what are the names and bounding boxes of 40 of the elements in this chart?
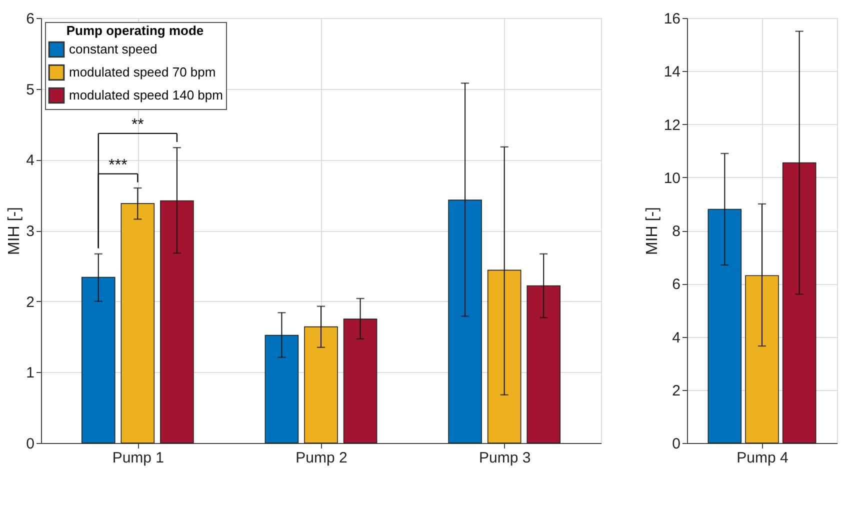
- y-tick-label: 8: [672, 223, 680, 240]
- y-tick-label: 0: [672, 436, 680, 452]
- bar: [782, 162, 816, 444]
- bar: [526, 285, 561, 444]
- legend-label: modulated speed 70 bpm: [69, 64, 216, 80]
- y-tick-label: 12: [664, 116, 680, 134]
- x-tick-label: Pump 3: [478, 450, 531, 466]
- x-tick-label: Pump 1: [112, 450, 164, 466]
- bar: [120, 203, 155, 444]
- y-tick-label: 4: [672, 329, 680, 346]
- y-tick-label: 0: [26, 436, 34, 452]
- bar: [264, 334, 299, 444]
- y-tick-label: 6: [26, 10, 34, 28]
- legend-label: modulated speed 140 bpm: [69, 88, 223, 102]
- y-tick-label: 3: [26, 223, 34, 240]
- legend-title: Pump operating mode: [66, 23, 204, 38]
- bar: [160, 200, 194, 444]
- y-tick-label: 16: [664, 10, 680, 28]
- y-tick-label: 14: [664, 64, 680, 81]
- y-tick-label: 10: [664, 170, 680, 187]
- legend-label: constant speed: [69, 42, 158, 56]
- bar: [448, 200, 482, 444]
- annotation: ***: [108, 156, 128, 174]
- y-tick-label: 2: [26, 294, 34, 311]
- y-tick-label: 2: [672, 382, 680, 400]
- bar: [708, 208, 742, 444]
- y-axis-title: MIH [-]: [644, 207, 661, 255]
- y-tick-label: 1: [26, 364, 34, 382]
- x-tick-label: Pump 4: [736, 450, 788, 466]
- y-axis-title: MIH [-]: [6, 207, 24, 255]
- bar: [487, 270, 522, 444]
- bar: [745, 275, 779, 444]
- bar: [81, 276, 116, 444]
- y-tick-label: 5: [26, 81, 34, 98]
- annotation: **: [131, 116, 144, 134]
- x-tick-label: Pump 2: [296, 450, 348, 466]
- y-tick-label: 4: [26, 152, 34, 170]
- bar: [343, 318, 378, 444]
- bar: [304, 326, 338, 444]
- y-tick-label: 6: [672, 276, 680, 294]
